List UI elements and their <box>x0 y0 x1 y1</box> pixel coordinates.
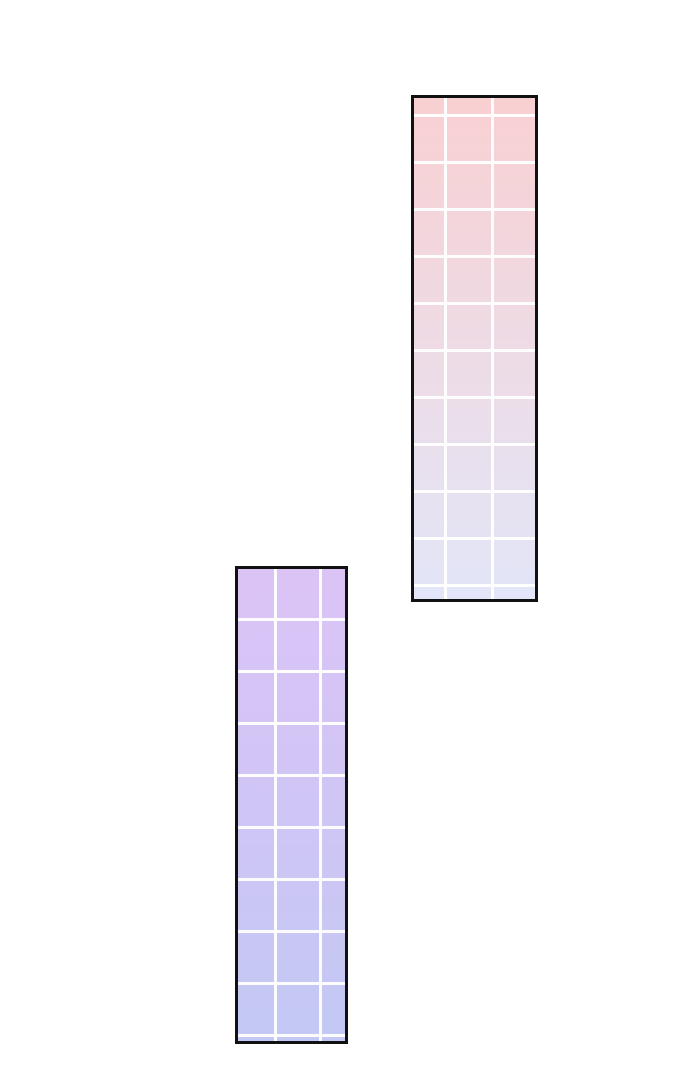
grid-pattern <box>414 98 535 599</box>
pink-grid-panel <box>411 95 538 602</box>
violet-grid-panel <box>235 566 348 1044</box>
grid-pattern <box>238 569 345 1041</box>
